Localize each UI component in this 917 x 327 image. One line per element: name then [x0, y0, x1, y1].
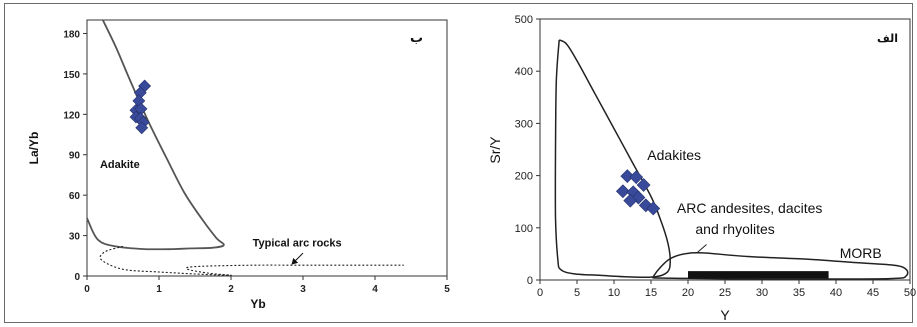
morb-bar	[688, 271, 829, 279]
data-point	[629, 170, 644, 185]
y-axis-label-alef: Sr/Y	[487, 136, 503, 164]
x-tick-label: 35	[793, 287, 805, 299]
y-tick-label: 0	[74, 272, 80, 283]
x-tick-label: 5	[574, 287, 580, 299]
y-tick-label: 90	[69, 151, 81, 162]
x-tick-label: 4	[372, 284, 378, 295]
adakite-label: Adakite	[100, 159, 140, 171]
data-point	[135, 121, 149, 135]
x-tick-label: 1	[156, 284, 162, 295]
adakites-field-boundary	[554, 39, 671, 279]
x-tick-label: 0	[84, 284, 90, 295]
typical-arc-rocks-label: Typical arc rocks	[253, 237, 342, 249]
arc-rocks-arrow	[291, 252, 304, 265]
arc-andesites-label-line1: ARC andesites, dacites	[677, 200, 823, 216]
data-point	[623, 193, 638, 208]
plot-area-b	[86, 19, 448, 277]
data-point	[636, 178, 651, 192]
x-tick-label: 3	[300, 284, 306, 295]
x-tick-label: 45	[867, 287, 879, 299]
data-point	[615, 184, 630, 199]
x-tick-label: 15	[645, 287, 657, 299]
x-tick-label: 50	[904, 287, 916, 299]
x-axis-label-alef: Y	[720, 307, 730, 323]
morb-pointer-line	[696, 244, 707, 254]
figure-frame	[4, 3, 913, 323]
plot-area-alef	[539, 18, 911, 281]
x-axis-label-b: Yb	[250, 297, 265, 311]
y-tick-label: 120	[63, 110, 80, 121]
y-tick-label: 150	[63, 70, 80, 81]
x-tick-label: 25	[719, 287, 731, 299]
typical-arc-field-boundary	[99, 245, 404, 276]
x-tick-label: 0	[537, 287, 543, 299]
morb-label: MORB	[840, 245, 882, 261]
panel-label-alef: الف	[877, 33, 898, 45]
arc-field-boundary	[651, 251, 909, 280]
y-tick-label: 400	[515, 66, 533, 78]
x-tick-label: 5	[444, 284, 450, 295]
y-tick-label: 200	[515, 171, 533, 183]
y-tick-label: 100	[515, 223, 533, 235]
data-point	[646, 201, 661, 216]
y-tick-label: 0	[527, 275, 533, 287]
y-axis-label-b: La/Yb	[27, 132, 41, 165]
chart-alef: 0 100 200 300 400 500 0 5 10 15 20 25 30 35 40 45 50 Ad…	[487, 14, 916, 323]
x-tick-label: 2	[228, 284, 234, 295]
chart-b: 0 30 60 90 120 150 180 0 1 2 3 4 5 Adakite Typical …	[27, 19, 450, 311]
y-tick-label: 60	[69, 191, 81, 202]
y-tick-label: 180	[63, 29, 80, 40]
panel-label-b: ب	[410, 30, 423, 45]
arc-andesites-label-line2: and rhyolites	[695, 221, 774, 237]
data-point	[620, 169, 635, 184]
x-tick-label: 30	[756, 287, 768, 299]
y-tick-label: 300	[515, 118, 533, 130]
adakites-label: Adakites	[647, 147, 701, 163]
y-tick-label: 30	[69, 232, 81, 243]
x-tick-label: 40	[830, 287, 842, 299]
x-tick-label: 20	[682, 287, 694, 299]
x-tick-label: 10	[608, 287, 620, 299]
y-tick-label: 500	[515, 14, 533, 26]
